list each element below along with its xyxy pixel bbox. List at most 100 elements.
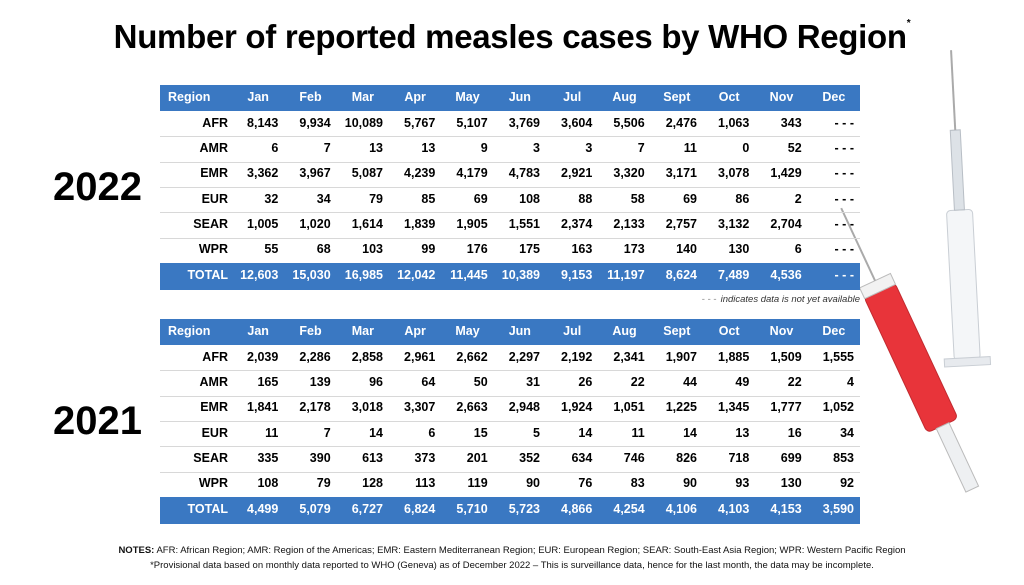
- cell: 69: [683, 191, 697, 206]
- cell: 201: [466, 450, 488, 465]
- cell: 16,985: [344, 268, 383, 283]
- needle: [950, 50, 957, 131]
- cell: 165: [257, 374, 279, 389]
- cell: 634: [571, 450, 593, 465]
- cell: 79: [369, 191, 383, 206]
- cell: 22: [787, 374, 802, 389]
- cell: 13: [421, 140, 436, 155]
- cell: 88: [578, 191, 593, 206]
- data-row: AFR 8,143 9,934 10,089 5,767 5,107 3,769 3,604 5…: [160, 111, 860, 136]
- header-cell: Feb: [299, 324, 322, 338]
- cell: - - -: [834, 115, 854, 130]
- cell: 3,307: [404, 400, 436, 415]
- cell: 7: [323, 425, 331, 440]
- cell: 2,341: [613, 349, 645, 364]
- data-row: AFR 2,039 2,286 2,858 2,961 2,662 2,297 2,192 2,…: [160, 345, 860, 370]
- cell: AMR: [199, 374, 228, 389]
- cell: 5,087: [351, 166, 383, 181]
- data-row: AMR 165 139 96 64 50 31 26 22 44 49 22 4: [160, 370, 860, 395]
- cell: 2,757: [665, 216, 697, 231]
- cell: 6: [794, 242, 802, 257]
- cell: 113: [415, 476, 436, 491]
- cell: 4: [847, 374, 854, 389]
- cell: 31: [526, 374, 540, 389]
- cell: EUR: [201, 191, 228, 206]
- cell: 2,704: [770, 216, 802, 231]
- cell: 5,767: [404, 115, 436, 130]
- cell: 11: [631, 425, 645, 440]
- header-cell: May: [455, 324, 480, 338]
- cell: 163: [571, 242, 593, 257]
- cell: AMR: [199, 140, 228, 155]
- cell: 3,132: [718, 216, 750, 231]
- cell: 64: [421, 374, 436, 389]
- cell: 2,192: [561, 349, 593, 364]
- cell: 128: [362, 476, 383, 491]
- cell: WPR: [198, 242, 228, 257]
- cell: - - -: [834, 268, 854, 283]
- cell: 130: [728, 242, 750, 257]
- row-divider: [160, 446, 860, 448]
- header-cell: Sept: [663, 324, 691, 338]
- cell: 86: [735, 191, 750, 206]
- cell: 2,921: [561, 166, 593, 181]
- cell: 6,824: [404, 502, 436, 517]
- cell: 1,509: [770, 349, 802, 364]
- cell: 9,934: [299, 115, 331, 130]
- flange: [943, 356, 992, 368]
- cell: 373: [414, 450, 436, 465]
- cell: 11,197: [607, 268, 645, 283]
- cell: 4,254: [613, 502, 645, 517]
- cell: 853: [833, 450, 854, 465]
- cell: 4,866: [561, 502, 593, 517]
- header-cell: Nov: [769, 90, 794, 104]
- table-note: - - - indicates data is not yet available: [560, 294, 860, 305]
- note-dash: - - -: [701, 293, 717, 305]
- cell: 85: [421, 191, 436, 206]
- cell: 2,039: [247, 349, 279, 364]
- plunger: [935, 422, 980, 493]
- header-cell: Nov: [769, 324, 794, 338]
- cell: - - -: [834, 242, 854, 257]
- cell: 2,297: [508, 349, 540, 364]
- cell: 6: [271, 140, 279, 155]
- cell: 2,286: [299, 349, 331, 364]
- total-row: TOTAL 12,603 15,030 16,985 12,042 11,445 10,38…: [160, 262, 860, 290]
- cell: 99: [421, 242, 436, 257]
- data-row: EMR 1,841 2,178 3,018 3,307 2,663 2,948 1,924 1,…: [160, 396, 860, 421]
- notes-text: AFR: African Region; AMR: Region of the …: [156, 545, 906, 556]
- cell: 2,858: [351, 349, 383, 364]
- cell: 3,769: [508, 115, 540, 130]
- row-divider: [160, 420, 860, 422]
- cell: 10,389: [501, 268, 540, 283]
- cell: 15,030: [292, 268, 331, 283]
- cell: 3: [533, 140, 540, 155]
- cell: - - -: [834, 191, 854, 206]
- cell: 176: [466, 242, 488, 257]
- cell: 7: [323, 140, 331, 155]
- cell: 15: [473, 425, 488, 440]
- cell: 55: [264, 242, 279, 257]
- cell: 8,143: [247, 115, 279, 130]
- cell: 352: [519, 450, 540, 465]
- barrel: [864, 283, 957, 432]
- cell: 1,225: [665, 400, 697, 415]
- cell: 1,777: [770, 400, 802, 415]
- cell: TOTAL: [187, 268, 228, 283]
- cell: EUR: [201, 425, 228, 440]
- data-row: EUR 11 7 14 6 15 5 14 11 14 13 16 34: [160, 421, 860, 446]
- cell: 6: [428, 425, 436, 440]
- cell: 90: [683, 476, 697, 491]
- row-divider: [160, 136, 860, 138]
- year-label: 2021: [53, 399, 142, 443]
- total-row: TOTAL 4,499 5,079 6,727 6,824 5,710 5,723 4,866…: [160, 496, 860, 524]
- data-row: SEAR 335 390 613 373 201 352 634 746 826 718 699 853: [160, 446, 860, 471]
- data-row: AMR 6 7 13 13 9 3 3 7 11 0 52 - - -: [160, 136, 860, 161]
- cell: 5,107: [456, 115, 488, 130]
- cell: 130: [780, 476, 802, 491]
- cell: 3,171: [665, 166, 697, 181]
- cell: 1,905: [456, 216, 488, 231]
- cell: 718: [728, 450, 750, 465]
- cell: 68: [316, 242, 331, 257]
